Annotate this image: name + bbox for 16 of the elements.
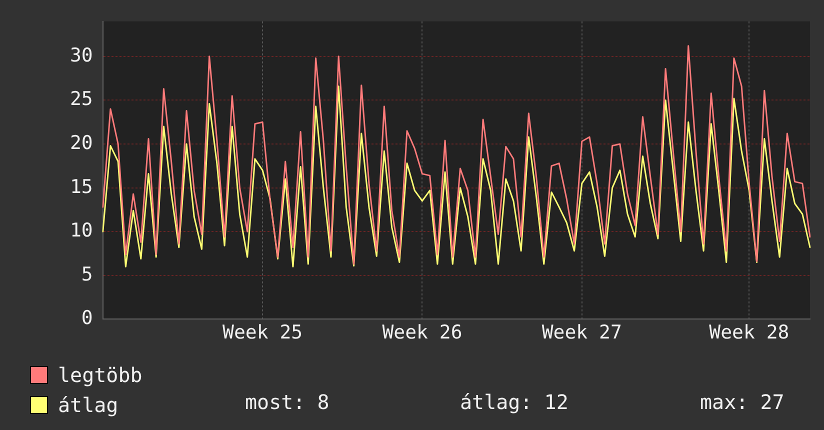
y-tick-label: 5 bbox=[81, 263, 93, 286]
legend-label: legtöbb bbox=[58, 363, 142, 387]
x-tick-label: Week 28 bbox=[709, 322, 790, 344]
x-tick-label: Week 25 bbox=[222, 322, 303, 344]
x-tick-label: Week 26 bbox=[382, 322, 462, 344]
x-tick-label: Week 27 bbox=[542, 322, 622, 344]
text: most: 8 bbox=[245, 390, 330, 414]
y-tick-label: 30 bbox=[70, 44, 93, 66]
y-tick-label: 15 bbox=[70, 176, 93, 198]
y-tick-label: 0 bbox=[81, 307, 93, 330]
y-tick-label: 25 bbox=[70, 88, 93, 110]
text: átlag: 12 bbox=[460, 390, 568, 414]
y-tick-label: 10 bbox=[70, 220, 93, 242]
y-tick-label: 20 bbox=[70, 132, 93, 154]
text: max: 27 bbox=[700, 390, 784, 414]
legend-label: átlag bbox=[58, 393, 118, 417]
